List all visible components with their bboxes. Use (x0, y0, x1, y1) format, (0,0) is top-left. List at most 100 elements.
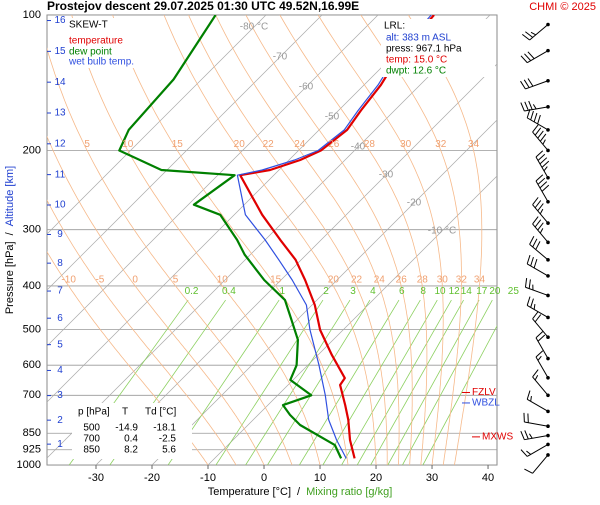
barb-base (546, 274, 550, 278)
barb-feather (521, 431, 525, 440)
barb-feather (525, 102, 529, 111)
barb-base (546, 23, 550, 27)
table-cell: -18.1 (153, 423, 176, 434)
barb-base (546, 176, 550, 180)
y-tick-label: 1000 (17, 459, 41, 471)
barb-feather (529, 434, 532, 439)
moist-adiabat-label: 28 (364, 139, 376, 150)
isotherm-label: -10 °C (428, 226, 456, 237)
altitude-tick-label: 6 (57, 313, 63, 324)
y-tick-label: 600 (23, 359, 41, 371)
altitude-tick-label: 7 (57, 286, 63, 297)
y-tick-label: 850 (23, 427, 41, 439)
barb-feather (536, 241, 540, 249)
barb-feather (533, 104, 536, 109)
wind-barb (530, 236, 550, 261)
barb-base (546, 443, 550, 447)
table-cell: 850 (83, 445, 100, 456)
barb-feather (531, 396, 532, 401)
wind-barb (524, 413, 550, 428)
altitude-tick-label: 1 (57, 439, 63, 450)
mixing-ratio-label: 2 (323, 286, 329, 297)
wind-barb (521, 101, 550, 111)
y-tick-label: 500 (23, 323, 41, 335)
mixing-ratio-label: 17 (476, 286, 488, 297)
barb-feather (535, 128, 541, 135)
barb-feather (540, 182, 547, 188)
altitude-tick-label: 11 (55, 169, 66, 180)
moist-adiabat-label: 10 (122, 139, 134, 150)
moist-adiabat-label: 10 (217, 275, 229, 286)
barb-feather (538, 154, 545, 160)
plot-area (47, 15, 497, 465)
y-tick-label: 925 (23, 444, 41, 456)
barb-base (546, 221, 550, 225)
barb-feather (538, 356, 541, 360)
barb-feather (526, 451, 530, 454)
barb-feather (525, 430, 529, 439)
barb-feather (530, 236, 534, 244)
barb-base (546, 79, 550, 83)
barb-feather (534, 304, 535, 309)
barb-feather (527, 391, 530, 400)
y-axis-label: Pressure [hPa]/Altitude [km] (4, 166, 16, 314)
wind-barb (522, 23, 550, 40)
x-tick-label: 10 (314, 472, 326, 484)
wind-barb (527, 297, 550, 320)
moist-adiabat-label: 26 (396, 275, 408, 286)
barb-base (546, 49, 550, 53)
wind-barb (521, 430, 550, 439)
altitude-tick-label: 5 (57, 339, 63, 350)
barb-feather (521, 450, 527, 457)
lrl-box: LRL: alt: 383 m ASL press: 967.1 hPa tem… (381, 19, 495, 77)
barb-feather (525, 278, 526, 287)
x-tick-label: -10 (200, 472, 216, 484)
barb-base (546, 128, 550, 132)
moist-adiabat-label: 34 (468, 139, 480, 150)
mixing-ratio-label: 0.2 (185, 286, 199, 297)
barb-feather (521, 56, 527, 63)
altitude-tick-label: 13 (54, 108, 66, 119)
moist-adiabat-label: -5 (95, 275, 104, 286)
isotherm-label: -70 (273, 52, 288, 63)
x-tick-label: 20 (370, 472, 382, 484)
barb-feather (536, 151, 543, 157)
barb-base (546, 241, 550, 245)
x-tick-label: -30 (88, 472, 104, 484)
x-label-sep: / (297, 486, 301, 498)
moist-adiabat-label: 22 (263, 139, 275, 150)
isotherm-label: -80 °C (240, 22, 268, 33)
barb-base (546, 335, 550, 339)
barb-feather (524, 54, 530, 61)
moist-adiabat-label: 24 (374, 275, 386, 286)
barb-feather (535, 220, 541, 227)
table-header: p [hPa] (78, 407, 110, 418)
moist-adiabat-label: 30 (437, 275, 449, 286)
barb-base (546, 316, 550, 320)
barb-feather (529, 101, 533, 110)
table-cell: 5.6 (162, 445, 176, 456)
moist-adiabat-label: 20 (328, 275, 340, 286)
wind-barb (521, 443, 550, 457)
barb-feather (522, 34, 529, 40)
altitude-tick-label: 9 (57, 229, 63, 240)
mixing-ratio-label: 3 (350, 286, 356, 297)
isotherm-label: -60 (299, 82, 314, 93)
altitude-tick-label: 3 (57, 390, 63, 401)
lrl-temp: temp: 15.0 °C (386, 55, 447, 66)
barb-base (546, 258, 550, 262)
barb-feather (538, 115, 541, 124)
mixing-ratio-label: 8 (420, 286, 426, 297)
altitude-tick-label: 4 (57, 365, 63, 376)
barb-feather (538, 131, 544, 138)
moist-adiabat-label: 34 (474, 275, 486, 286)
altitude-tick-label: 8 (57, 258, 63, 269)
barb-feather (536, 351, 543, 357)
barb-feather (540, 209, 543, 214)
altitude-tick-label: 2 (57, 415, 63, 426)
table-cell: 700 (83, 434, 100, 445)
barb-feather (527, 255, 530, 264)
legend: SKEW-T temperature dew point wet bulb te… (65, 18, 143, 68)
